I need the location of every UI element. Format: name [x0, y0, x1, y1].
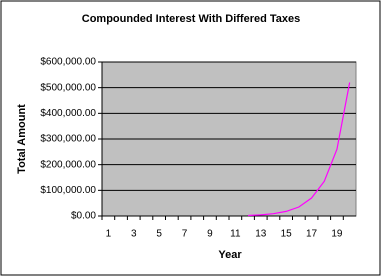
y-tick-label: $600,000.00 [40, 57, 96, 68]
y-tick-label: $0.00 [71, 211, 96, 222]
y-tick-label: $200,000.00 [40, 159, 96, 170]
x-tick-label: 17 [306, 229, 318, 240]
x-tick-label: 9 [207, 229, 213, 240]
x-tick-label: 1 [106, 229, 112, 240]
x-tick-label: 3 [131, 229, 137, 240]
x-tick-label: 13 [255, 229, 267, 240]
x-tick-label: 5 [156, 229, 162, 240]
y-tick-label: $500,000.00 [40, 82, 96, 93]
x-axis-label: Year [218, 249, 242, 261]
x-tick-label: 7 [182, 229, 188, 240]
x-tick-label: 11 [230, 229, 241, 240]
y-tick-label: $100,000.00 [40, 185, 96, 196]
x-tick-label: 15 [281, 229, 293, 240]
x-tick-label: 19 [331, 229, 343, 240]
y-tick-label: $300,000.00 [40, 134, 96, 145]
chart-title: Compounded Interest With Differed Taxes [82, 13, 301, 25]
data-line [248, 82, 351, 217]
y-axis-label: Total Amount [16, 104, 28, 174]
y-tick-label: $400,000.00 [40, 108, 96, 119]
